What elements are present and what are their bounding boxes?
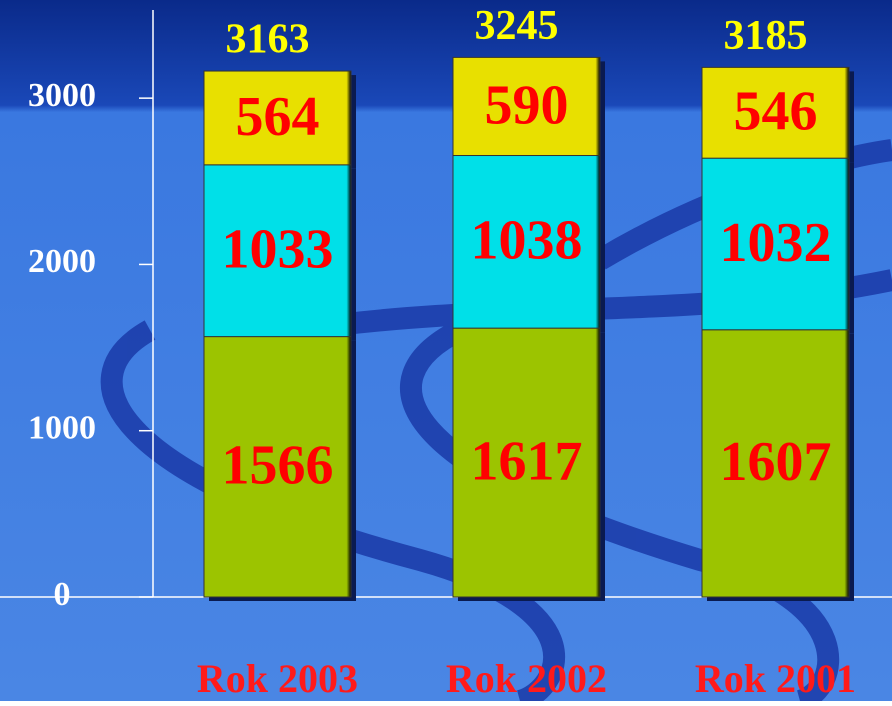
total-label: 3245 — [475, 3, 559, 49]
bar-segment — [452, 56, 601, 157]
bar-segment — [203, 70, 352, 166]
segment-label: 1038 — [471, 210, 583, 272]
y-tick-label: 3000 — [28, 77, 96, 114]
x-tick-label: Rok 2002 — [446, 656, 607, 701]
bar-segment — [203, 336, 352, 598]
segment-label: 546 — [734, 81, 818, 143]
segment-label: 1032 — [720, 212, 832, 274]
total-label: 3163 — [226, 17, 310, 63]
bar-segment — [452, 327, 601, 598]
bar-segment — [701, 66, 850, 159]
segment-label: 1566 — [222, 435, 334, 497]
segment-label: 1607 — [720, 431, 832, 493]
total-label: 3185 — [724, 13, 808, 59]
segment-label: 1033 — [222, 219, 334, 281]
bar-segment — [701, 157, 850, 331]
segment-label: 564 — [236, 86, 320, 148]
y-tick-label: 2000 — [28, 243, 96, 280]
y-tick-label: 1000 — [28, 410, 96, 447]
bar-segment — [452, 155, 601, 329]
segment-label: 590 — [485, 74, 569, 136]
x-tick-label: Rok 2001 — [695, 656, 856, 701]
bar-segment — [203, 164, 352, 338]
y-tick-label: 0 — [54, 576, 71, 613]
segment-label: 1617 — [471, 430, 583, 492]
bar-segment — [701, 329, 850, 598]
x-tick-label: Rok 2003 — [197, 656, 358, 701]
